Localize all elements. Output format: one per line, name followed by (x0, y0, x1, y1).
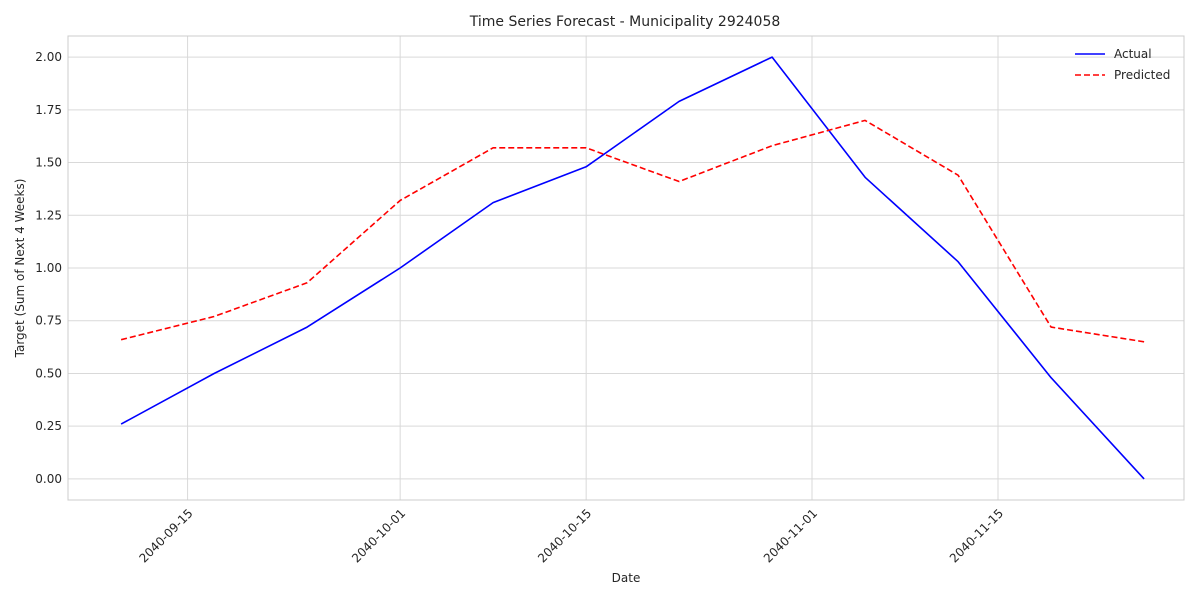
x-tick-label: 2040-10-15 (535, 506, 594, 565)
x-axis-ticks: 2040-09-15 2040-10-01 2040-10-15 2040-11-01… (136, 506, 1006, 565)
x-tick-label: 2040-10-01 (349, 506, 408, 565)
y-tick-label: 1.75 (35, 103, 62, 117)
y-tick-label: 1.00 (35, 261, 62, 275)
chart-title: Time Series Forecast - Municipality 2924… (469, 14, 781, 30)
x-tick-label: 2040-11-01 (761, 506, 820, 565)
legend-label-predicted: Predicted (1114, 68, 1170, 82)
y-tick-label: 0.75 (35, 314, 62, 328)
x-tick-label: 2040-11-15 (947, 506, 1006, 565)
y-axis-ticks: 0.00 0.25 0.50 0.75 1.00 1.25 1.50 1.75 2.00 (35, 50, 62, 486)
x-tick-label: 2040-09-15 (136, 506, 195, 565)
x-axis-title: Date (612, 571, 641, 585)
y-axis-title: Target (Sum of Next 4 Weeks) (13, 179, 27, 359)
series-lines (120, 56, 1145, 480)
legend: Actual Predicted (1075, 47, 1170, 82)
series-line-actual (120, 56, 1145, 480)
y-tick-label: 1.50 (35, 156, 62, 170)
y-tick-label: 0.50 (35, 366, 62, 380)
y-tick-label: 0.25 (35, 419, 62, 433)
legend-label-actual: Actual (1114, 47, 1152, 61)
y-tick-label: 2.00 (35, 50, 62, 64)
y-tick-label: 0.00 (35, 472, 62, 486)
plot-frame (67, 35, 1185, 501)
series-line-predicted (120, 119, 1145, 343)
grid-lines (68, 36, 1184, 500)
y-tick-label: 1.25 (35, 208, 62, 222)
